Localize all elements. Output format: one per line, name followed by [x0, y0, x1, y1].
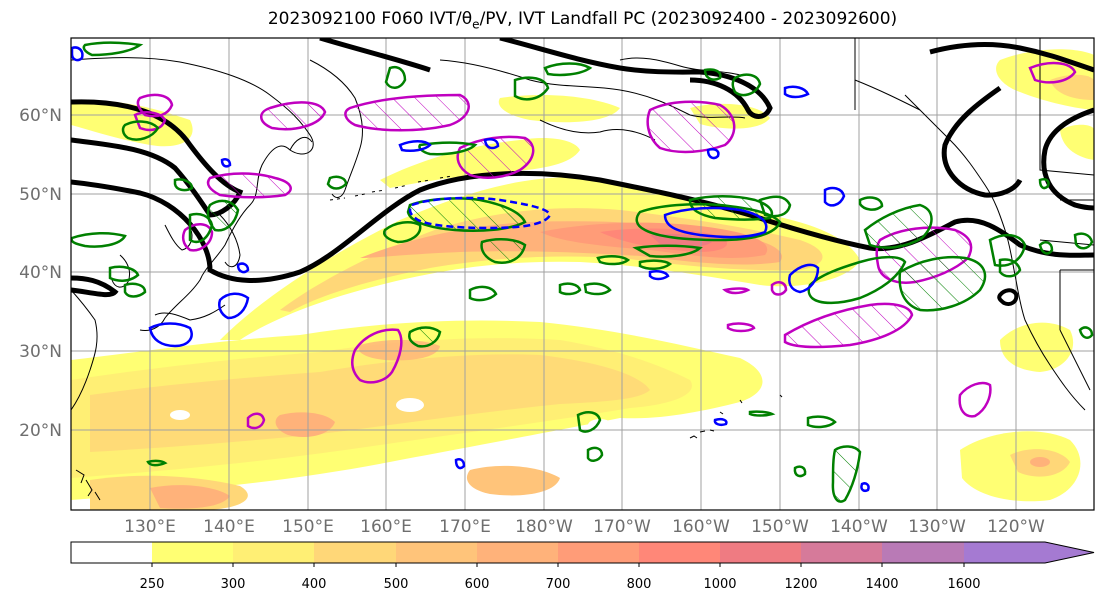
title-theta-subscript: e — [472, 17, 480, 32]
colorbar-segment — [558, 542, 639, 563]
lon-label-160w: 160°W — [672, 517, 730, 537]
theta-e-contours-blue — [71, 46, 870, 492]
colorbar-tick-label: 500 — [384, 577, 409, 592]
lat-label-30n: 30°N — [19, 342, 62, 362]
lon-label-120w: 120°W — [987, 517, 1045, 537]
colorbar-tick-label: 1600 — [947, 577, 980, 592]
colorbar-segment — [639, 542, 720, 563]
colorbar-tick-label: 700 — [546, 577, 571, 592]
lon-label-170w: 170°W — [593, 517, 651, 537]
colorbar-tick-label: 300 — [221, 577, 246, 592]
title-theta: θ — [461, 9, 473, 29]
colorbar-tick-label: 600 — [465, 577, 490, 592]
colorbar-tick-label: 250 — [140, 577, 165, 592]
colorbar-segment — [396, 542, 477, 563]
colorbar-segment — [314, 542, 396, 563]
longitude-labels: 130°E 140°E 150°E 160°E 170°E 180°W 170°… — [124, 517, 1045, 537]
title-prefix: 2023092100 F060 IVT/ — [267, 9, 462, 29]
lon-label-130w: 130°W — [908, 517, 966, 537]
lon-label-150e: 150°E — [282, 517, 334, 537]
map-frame — [70, 37, 1095, 511]
colorbar-tick-label: 1000 — [703, 577, 736, 592]
colorbar-segment — [477, 542, 558, 563]
lon-label-140e: 140°E — [203, 517, 255, 537]
colorbar-segment — [71, 542, 152, 563]
colorbar-tick-label: 800 — [627, 577, 652, 592]
colorbar-extend-arrow — [1045, 542, 1094, 563]
latitude-labels: 60°N 50°N 40°N 30°N 20°N — [19, 106, 62, 441]
lon-label-180w: 180°W — [515, 517, 573, 537]
map-title: 2023092100 F060 IVT/θe/PV, IVT Landfall … — [0, 9, 1105, 31]
title-suffix: /PV, IVT Landfall PC (2023092400 - 20230… — [479, 9, 898, 29]
coastlines — [71, 38, 1094, 501]
ivt-colorbar: 250 300 400 500 600 700 800 1000 1200 14… — [70, 541, 1095, 592]
lon-label-140w: 140°W — [830, 517, 888, 537]
colorbar-segment — [720, 542, 801, 563]
colorbar-outline — [70, 541, 1095, 564]
colorbar-segment — [233, 542, 314, 563]
colorbar-segment — [882, 542, 964, 563]
colorbar-tick-label: 400 — [302, 577, 327, 592]
lon-label-160e: 160°E — [360, 517, 412, 537]
lat-label-40n: 40°N — [19, 263, 62, 283]
colorbar-segment — [801, 542, 882, 563]
colorbar-segment — [964, 542, 1045, 563]
colorbar-tick-label: 1200 — [784, 577, 817, 592]
lat-label-50n: 50°N — [19, 185, 62, 205]
lon-label-150w: 150°W — [751, 517, 809, 537]
colorbar-tick-label: 1400 — [865, 577, 898, 592]
lat-label-20n: 20°N — [19, 421, 62, 441]
lat-label-60n: 60°N — [19, 106, 62, 126]
lon-label-170e: 170°E — [439, 517, 491, 537]
colorbar-segment — [152, 542, 233, 563]
lon-label-130e: 130°E — [124, 517, 176, 537]
